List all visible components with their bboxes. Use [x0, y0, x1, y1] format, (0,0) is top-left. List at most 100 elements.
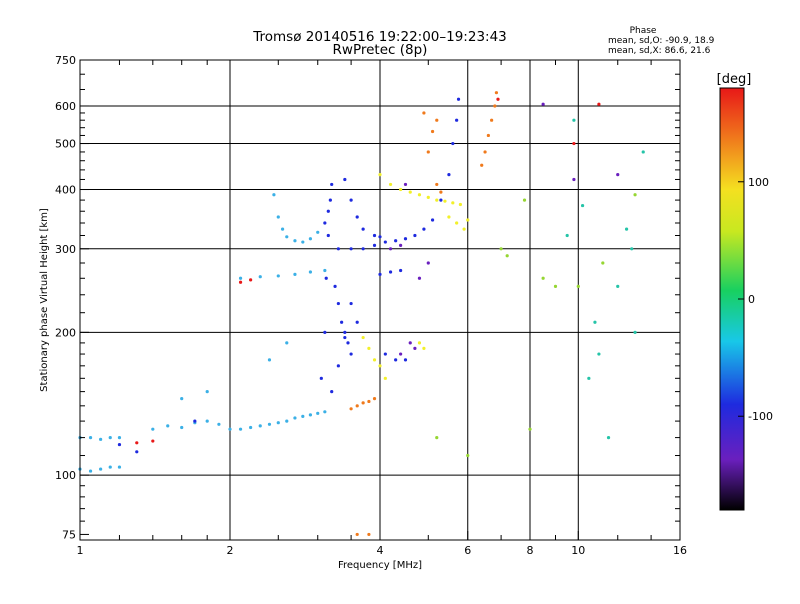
- scatter-point: [249, 425, 253, 430]
- scatter-point: [466, 453, 470, 458]
- scatter-point: [413, 346, 417, 351]
- scatter-point: [316, 411, 320, 415]
- x-tick-label: 2: [227, 544, 234, 557]
- scatter-point: [280, 227, 285, 231]
- scatter-point: [166, 424, 170, 428]
- scatter-point: [151, 427, 155, 431]
- scatter-point: [383, 352, 387, 356]
- scatter-point: [249, 278, 253, 282]
- scatter-point: [388, 182, 393, 187]
- scatter-point: [408, 190, 412, 194]
- scatter-point: [417, 341, 422, 345]
- scatter-point: [572, 118, 576, 122]
- scatter-point: [326, 233, 330, 238]
- scatter-point: [135, 441, 139, 445]
- scatter-point: [258, 275, 262, 279]
- scatter-point: [466, 218, 470, 222]
- scatter-point: [426, 195, 430, 199]
- scatter-point: [443, 199, 447, 203]
- scatter-point: [413, 233, 417, 238]
- scatter-point: [333, 284, 337, 288]
- scatter-point: [151, 439, 155, 443]
- scatter-point: [99, 437, 103, 441]
- scatter-point: [293, 416, 297, 420]
- scatter-point: [108, 465, 112, 469]
- scatter-point: [343, 330, 347, 334]
- scatter-point: [456, 97, 461, 101]
- scatter-point: [499, 247, 503, 251]
- scatter-point: [349, 301, 353, 306]
- scatter-point: [205, 390, 209, 394]
- scatter-point: [180, 425, 184, 430]
- scatter-point: [343, 177, 347, 182]
- scatter-point: [88, 435, 93, 440]
- phase-stat-o: mean, sd,O: -90.9, 18.9: [608, 36, 715, 46]
- scatter-point: [606, 435, 611, 440]
- scatter-point: [462, 227, 466, 231]
- scatter-point: [601, 261, 605, 265]
- scatter-point: [490, 118, 494, 122]
- scatter-point: [272, 193, 276, 197]
- scatter-point: [616, 284, 620, 288]
- scatter-point: [417, 193, 422, 197]
- scatter-point: [494, 91, 499, 95]
- scatter-point: [383, 240, 387, 244]
- scatter-point: [435, 182, 439, 187]
- y-tick-label: 300: [55, 243, 76, 256]
- y-tick-label: 75: [62, 528, 76, 541]
- scatter-point: [572, 177, 576, 182]
- scatter-point: [301, 414, 305, 418]
- scatter-point: [276, 274, 280, 278]
- scatter-point: [388, 247, 393, 251]
- x-tick-label: 4: [377, 544, 384, 557]
- colorbar-unit-label: [deg]: [717, 72, 752, 87]
- scatter-point: [480, 163, 484, 167]
- y-axis-label: Stationary phase Virtual Height [km]: [39, 208, 50, 392]
- scatter-point: [458, 202, 463, 207]
- scatter-point: [205, 419, 209, 423]
- scatter-point: [217, 422, 221, 426]
- scatter-point: [361, 247, 365, 251]
- scatter-point: [439, 190, 443, 194]
- scatter-point: [505, 254, 509, 258]
- scatter-point: [267, 358, 272, 362]
- scatter-point: [326, 209, 330, 213]
- scatter-point: [285, 235, 289, 239]
- scatter-point: [593, 320, 597, 324]
- scatter-point: [276, 421, 280, 425]
- scatter-point: [394, 239, 398, 243]
- scatter-point: [616, 173, 620, 177]
- scatter-point: [349, 198, 353, 202]
- phase-stat-x: mean, sd,X: 86.6, 21.6: [608, 46, 711, 56]
- scatter-point: [355, 532, 359, 537]
- scatter-point: [439, 198, 443, 202]
- scatter-point: [541, 102, 545, 106]
- scatter-point: [349, 352, 353, 356]
- x-axis-label: Frequency [MHz]: [338, 560, 422, 571]
- scatter-point: [426, 150, 430, 154]
- scatter-point: [372, 358, 377, 362]
- scatter-point: [340, 320, 344, 324]
- scatter-point: [403, 358, 408, 362]
- scatter-point: [308, 413, 313, 417]
- scatter-point: [336, 364, 340, 368]
- axis-ticks: 1 2 4 6 8 10 16 75 100 200 300 400 500 600 750: [55, 54, 687, 557]
- y-tick-label: 200: [55, 326, 76, 339]
- scatter-point: [641, 150, 645, 154]
- colorbar-ticks: 100 0 -100: [738, 176, 773, 423]
- scatter-point: [323, 268, 327, 273]
- scatter-point: [378, 235, 382, 239]
- x-tick-label: 16: [673, 544, 687, 557]
- scatter-point: [258, 424, 262, 428]
- scatter-points: [78, 91, 645, 537]
- scatter-point: [422, 346, 426, 351]
- y-tick-label: 100: [55, 469, 76, 482]
- scatter-point: [117, 442, 122, 447]
- x-tick-label: 8: [527, 544, 534, 557]
- scatter-point: [403, 237, 408, 241]
- scatter-point: [435, 118, 439, 122]
- scatter-point: [422, 111, 426, 115]
- scatter-point: [483, 150, 487, 154]
